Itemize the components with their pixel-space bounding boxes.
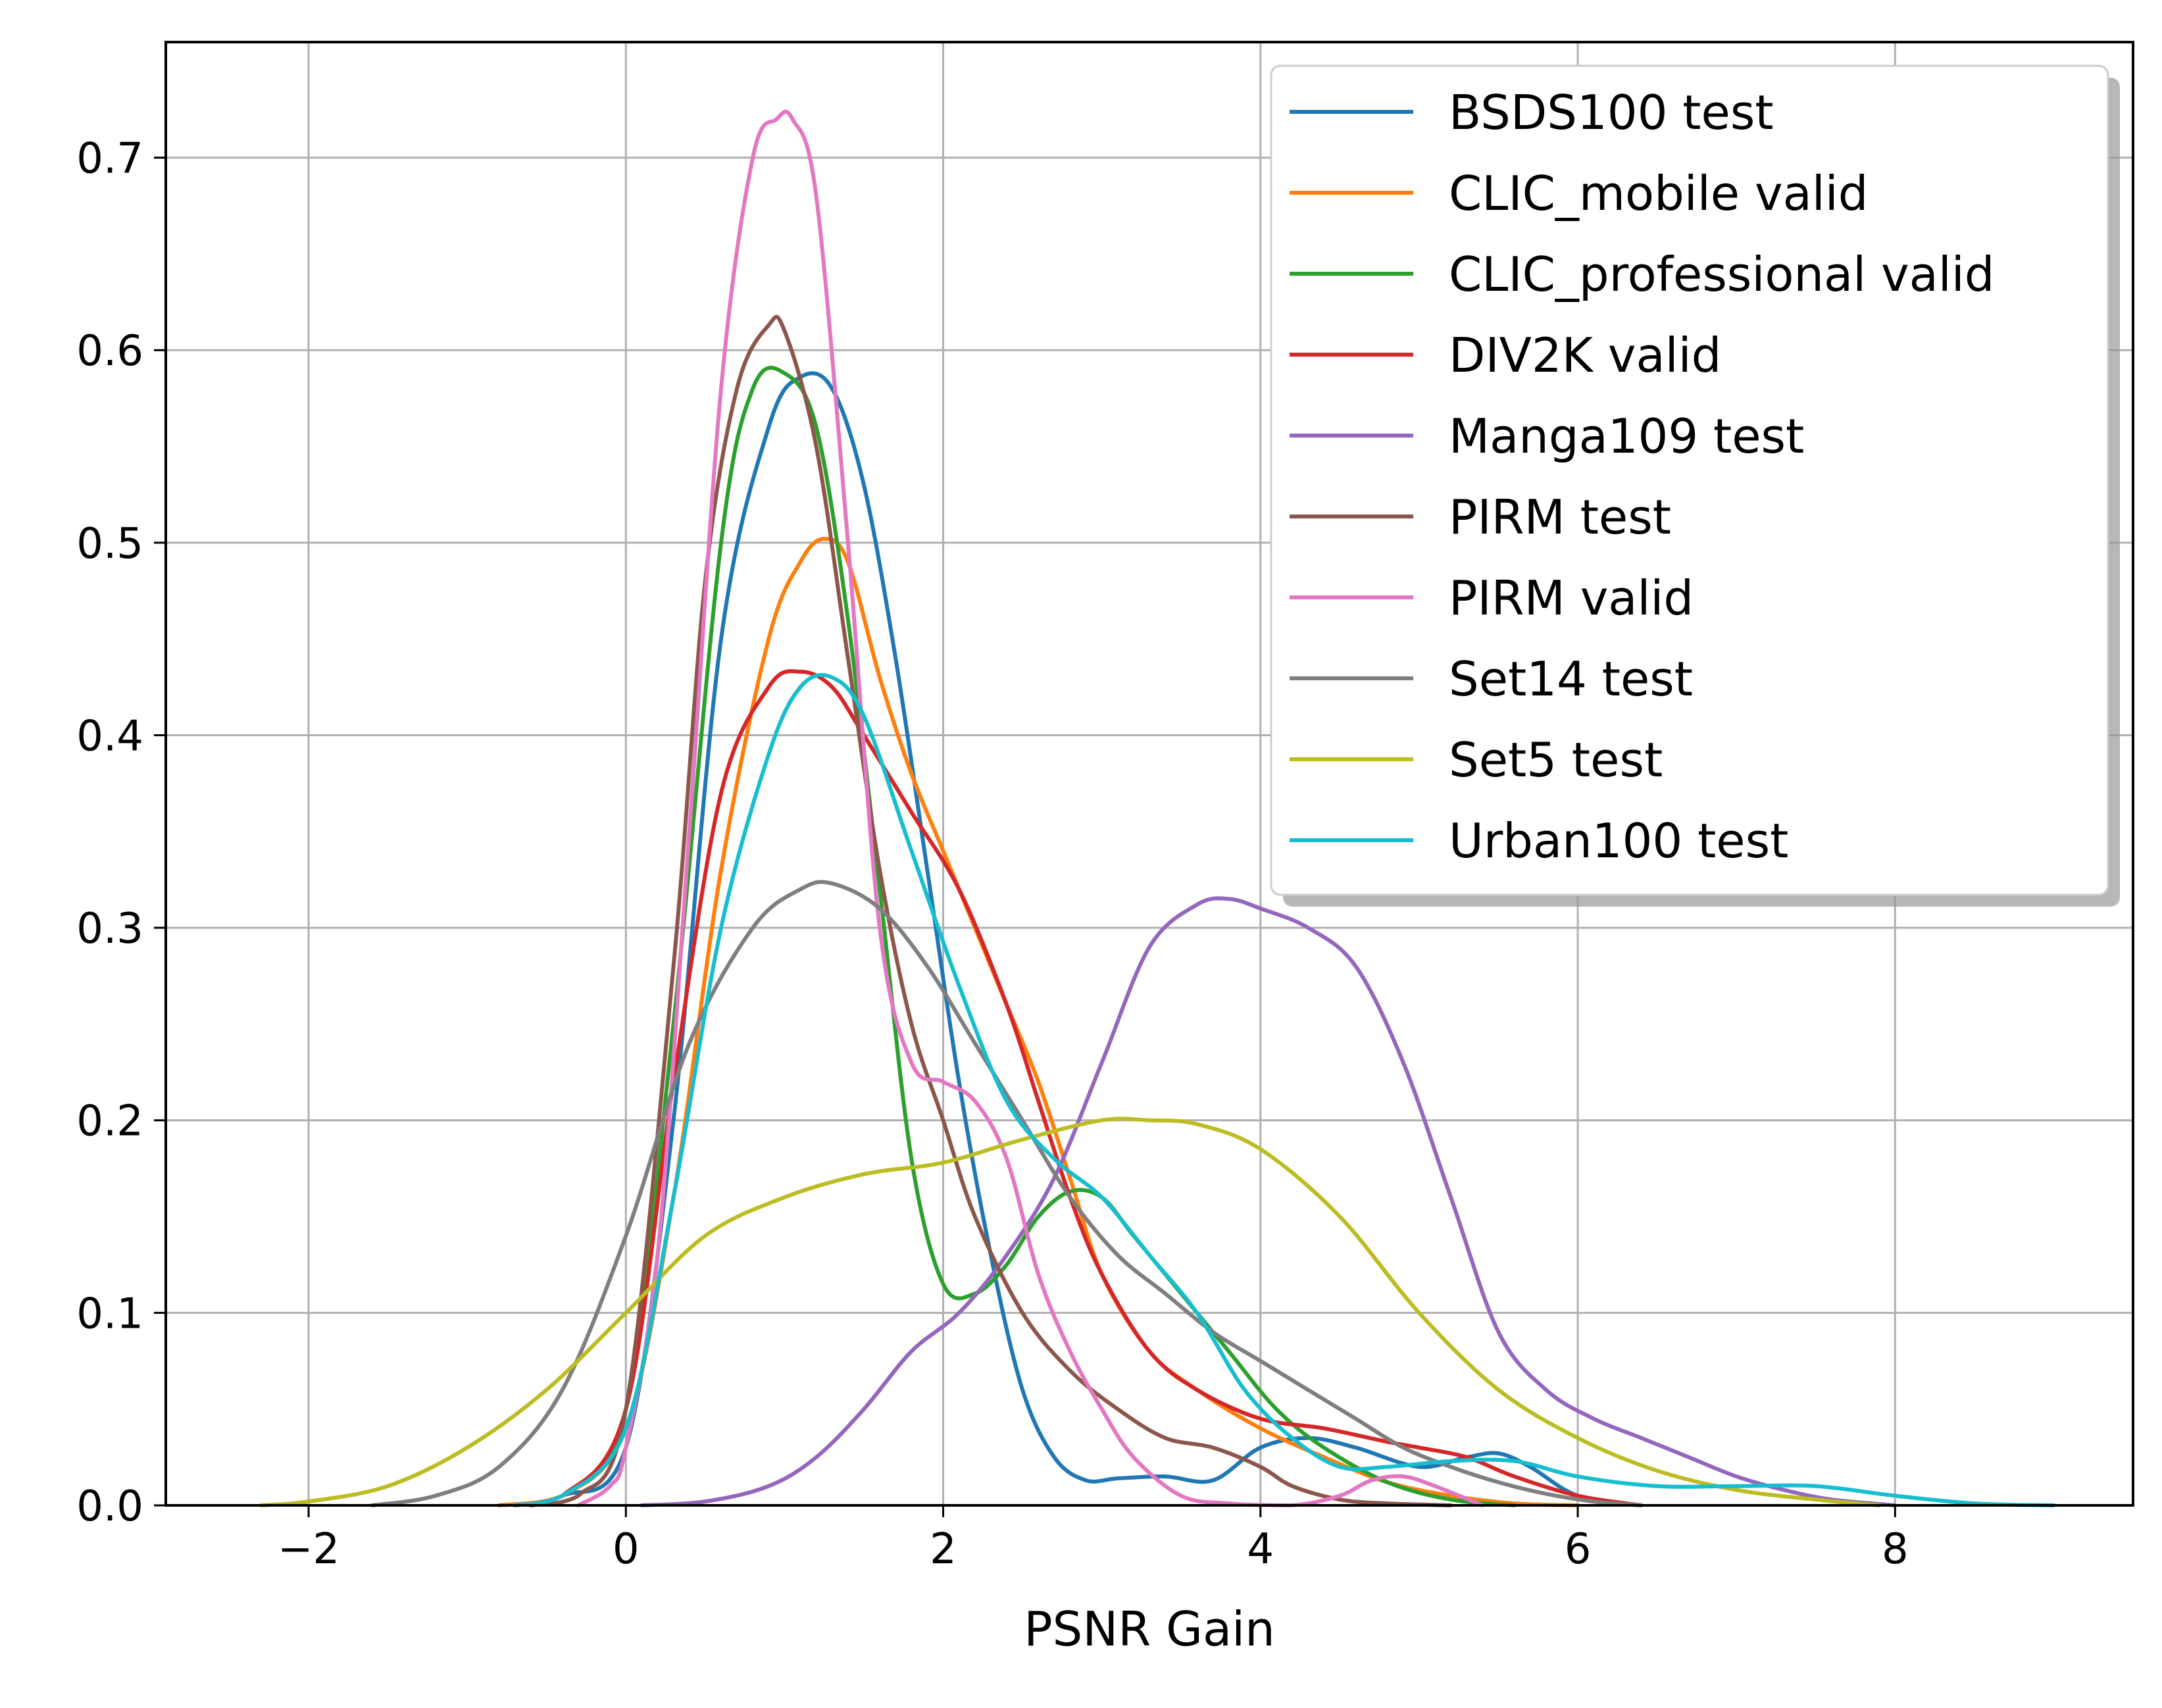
- legend: BSDS100 test CLIC_mobile valid CLIC_profes…: [1270, 64, 2120, 907]
- legend-entry-label: BSDS100 test: [1449, 85, 1774, 140]
- series-line-7: [576, 109, 1485, 1507]
- y-tick-label: 0.6: [76, 327, 143, 376]
- series-lines: [259, 109, 2056, 1507]
- y-tick-label: 0.2: [76, 1097, 143, 1146]
- y-tick-label: 0.5: [76, 520, 143, 568]
- y-tick-label: 0.7: [76, 135, 143, 184]
- x-tick-label: 2: [930, 1525, 957, 1574]
- y-tick-label: 0.1: [76, 1290, 143, 1338]
- series-line-1: [497, 371, 1644, 1507]
- legend-entry-label: Manga109 test: [1449, 409, 1804, 464]
- x-tick-label: 4: [1247, 1525, 1274, 1574]
- legend-entry-label: Urban100 test: [1449, 813, 1788, 868]
- legend-box: [1270, 64, 2109, 896]
- series-line-2: [497, 537, 1580, 1507]
- legend-entry-label: CLIC_professional valid: [1449, 247, 1994, 302]
- x-axis-label: PSNR Gain: [1024, 1601, 1274, 1657]
- legend-entry-label: PIRM test: [1449, 490, 1671, 545]
- x-tick-label: 0: [613, 1525, 640, 1574]
- series-line-10: [513, 672, 2056, 1507]
- x-tick-label: −2: [278, 1525, 339, 1574]
- x-tick-label: 8: [1882, 1525, 1909, 1574]
- series-line-5: [640, 896, 1898, 1507]
- y-tick-label: 0.4: [76, 712, 143, 761]
- series-line-9: [259, 1117, 1882, 1507]
- legend-entry-label: Set14 test: [1449, 651, 1693, 707]
- plot-frame: [164, 41, 2134, 1507]
- x-tick-label: 6: [1565, 1525, 1592, 1574]
- y-tick-label: 0.0: [76, 1482, 143, 1531]
- legend-entry-label: PIRM valid: [1449, 570, 1694, 626]
- legend-entry-label: Set5 test: [1449, 732, 1663, 788]
- legend-entry-label: CLIC_mobile valid: [1449, 166, 1868, 221]
- y-tick-label: 0.3: [76, 905, 143, 953]
- legend-entry-label: DIV2K valid: [1449, 328, 1721, 383]
- axis-ticks: −2 0 2 4 6 8 0.0 0.1 0.2 0.3 0.4 0.5 0.6 0.7: [76, 135, 1908, 1574]
